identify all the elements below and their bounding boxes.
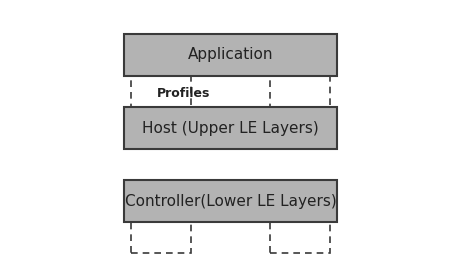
Bar xyxy=(124,180,337,222)
Text: Profiles: Profiles xyxy=(157,87,210,100)
Bar xyxy=(270,76,330,115)
Text: Controller(Lower LE Layers): Controller(Lower LE Layers) xyxy=(124,194,337,209)
Bar xyxy=(270,222,330,253)
Bar xyxy=(131,76,191,115)
Bar xyxy=(131,222,191,253)
Text: Application: Application xyxy=(188,47,273,62)
Bar xyxy=(124,34,337,76)
Bar xyxy=(124,107,337,149)
Text: Host (Upper LE Layers): Host (Upper LE Layers) xyxy=(142,121,319,136)
